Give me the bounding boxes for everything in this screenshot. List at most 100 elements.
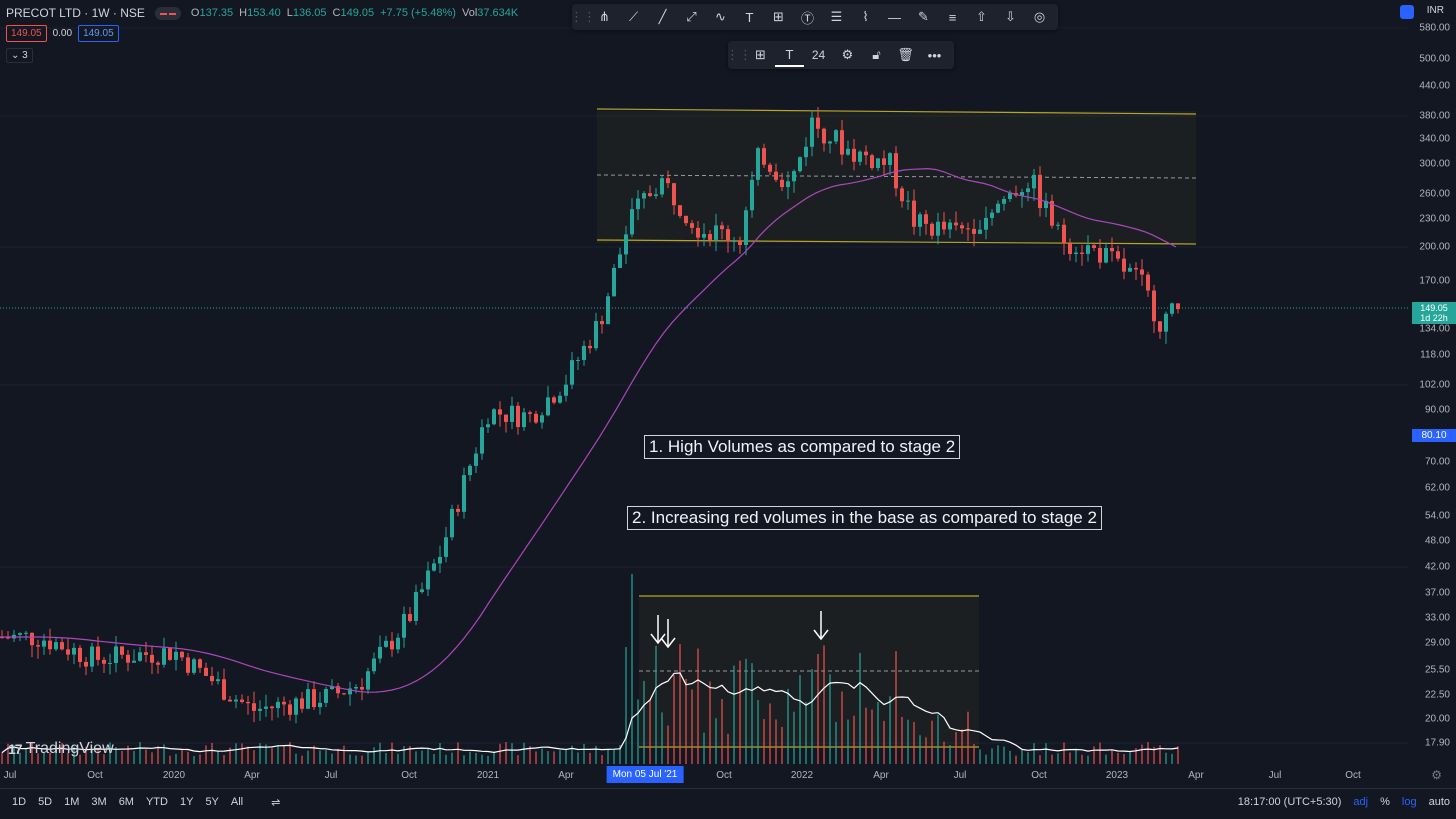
text-color-icon[interactable]: T bbox=[775, 43, 804, 67]
arrow-down-icon[interactable]: ⇩ bbox=[1005, 9, 1016, 24]
drag-handle-icon[interactable]: ⋮⋮ bbox=[570, 9, 596, 24]
more-icon[interactable]: ••• bbox=[927, 47, 942, 63]
time-tick: Jul bbox=[324, 770, 338, 781]
volume-bar bbox=[961, 729, 963, 764]
range-button-1y[interactable]: 1Y bbox=[179, 796, 194, 808]
annotation-text-1[interactable]: 1. High Volumes as compared to stage 2 bbox=[644, 435, 961, 459]
candle-body bbox=[1146, 274, 1150, 291]
sell-button[interactable]: 149.05 bbox=[6, 25, 47, 42]
candle-body bbox=[594, 321, 598, 349]
lock-icon[interactable]: 🔓︎ bbox=[872, 47, 881, 62]
range-button-ytd[interactable]: YTD bbox=[145, 796, 168, 808]
drag-handle-icon[interactable]: ⋮⋮ bbox=[726, 47, 752, 62]
volume-bar bbox=[625, 647, 627, 764]
symbol-title[interactable]: PRECOT LTD · 1W · NSE bbox=[6, 6, 145, 20]
volume-bar bbox=[1123, 754, 1125, 764]
price-tick: 580.00 bbox=[1419, 22, 1450, 34]
range-button-all[interactable]: All bbox=[230, 796, 244, 808]
volume-bar bbox=[721, 699, 723, 764]
volume-range-box[interactable] bbox=[639, 596, 979, 748]
path-icon[interactable]: ⌇ bbox=[862, 9, 869, 24]
arrow-up-icon[interactable]: ⇧ bbox=[976, 9, 987, 24]
base-range-top-line[interactable] bbox=[596, 108, 1197, 115]
trend-line-icon[interactable]: ⟋ bbox=[628, 9, 639, 24]
text-note-icon[interactable]: Ⓣ bbox=[800, 10, 814, 26]
volume-bar bbox=[337, 748, 339, 764]
multi-lines-icon[interactable]: ≡ bbox=[948, 9, 957, 25]
candle-body bbox=[96, 646, 100, 660]
gear-icon[interactable]: ⚙ bbox=[841, 47, 854, 62]
price-axis[interactable]: 149.05 1d 22h 80.10 580.00 500.00 440.00 380… bbox=[1408, 0, 1456, 788]
candle-body bbox=[702, 234, 706, 238]
candle-body bbox=[366, 671, 370, 690]
volume-bar bbox=[931, 720, 933, 764]
arrow-down-annotation-3[interactable] bbox=[813, 611, 829, 641]
price-tick: 200.00 bbox=[1419, 241, 1450, 253]
adj-toggle[interactable]: adj bbox=[1353, 796, 1369, 808]
indicators-toggle[interactable]: ⌄ 3 bbox=[6, 48, 33, 63]
range-button-1m[interactable]: 1M bbox=[64, 796, 80, 808]
curve-icon[interactable]: ∿ bbox=[715, 9, 726, 24]
candle-body bbox=[180, 651, 184, 658]
volume-bar bbox=[145, 749, 147, 764]
log-toggle[interactable]: log bbox=[1401, 796, 1417, 808]
volume-bar bbox=[55, 745, 57, 764]
volume-bar bbox=[97, 749, 99, 764]
buy-button[interactable]: 149.05 bbox=[78, 25, 119, 42]
volume-bar bbox=[343, 745, 345, 764]
candle-body bbox=[6, 637, 10, 639]
time-axis[interactable]: Mon 05 Jul '21 Jul Oct 2020 Apr Jul Oct 2021 Ap… bbox=[0, 766, 1408, 786]
range-button-1d[interactable]: 1D bbox=[12, 796, 27, 808]
candle-body bbox=[654, 194, 658, 196]
volume-bar bbox=[979, 749, 981, 764]
percent-toggle[interactable]: % bbox=[1380, 796, 1390, 808]
timezone-label[interactable]: 18:17:00 (UTC+5:30) bbox=[1237, 796, 1342, 808]
moving-average-line[interactable] bbox=[0, 167, 1177, 693]
volume-bar bbox=[487, 755, 489, 764]
horizontal-line-icon[interactable]: — bbox=[888, 9, 901, 25]
currency-icon[interactable] bbox=[1400, 5, 1414, 19]
ray-icon[interactable]: ╱ bbox=[658, 9, 667, 24]
text-tool-icon[interactable]: T bbox=[745, 9, 754, 25]
range-button-3m[interactable]: 3M bbox=[91, 796, 107, 808]
arrow-down-annotation-2[interactable] bbox=[660, 619, 676, 649]
settings-gear-icon[interactable]: ⚙ bbox=[1431, 768, 1442, 782]
high-label: H bbox=[239, 7, 248, 19]
candle-body bbox=[990, 212, 994, 218]
volume-bar bbox=[457, 742, 459, 764]
volume-bar bbox=[1, 752, 3, 764]
auto-toggle[interactable]: auto bbox=[1428, 796, 1450, 808]
volume-bar bbox=[1069, 752, 1071, 764]
range-button-5d[interactable]: 5D bbox=[38, 796, 53, 808]
price-tick: 48.00 bbox=[1424, 535, 1450, 547]
font-size-select[interactable]: 24 bbox=[811, 48, 826, 62]
currency-label[interactable]: INR bbox=[1426, 5, 1444, 16]
compare-icon[interactable]: ⇌ bbox=[271, 796, 281, 809]
ma-value-label: 80.10 bbox=[1412, 429, 1456, 442]
target-icon[interactable]: ◎ bbox=[1033, 9, 1046, 24]
open-value: 137.35 bbox=[199, 7, 234, 19]
volume-bar bbox=[451, 752, 453, 764]
candle-body bbox=[1128, 267, 1132, 272]
trash-icon[interactable]: 🗑︎ bbox=[897, 47, 914, 62]
arrow-down-annotation-1[interactable] bbox=[650, 615, 666, 645]
brush-icon[interactable]: ✎ bbox=[918, 9, 929, 24]
extended-line-icon[interactable]: ⤢ bbox=[686, 9, 697, 24]
template-icon[interactable]: ⊞ bbox=[755, 47, 766, 62]
volume-bar bbox=[157, 746, 159, 764]
chart-canvas[interactable] bbox=[0, 0, 1408, 766]
candle-body bbox=[774, 171, 778, 180]
candle-body bbox=[246, 701, 250, 704]
annotation-text-2[interactable]: 2. Increasing red volumes in the base as… bbox=[627, 506, 1102, 530]
volume-bar bbox=[391, 742, 393, 764]
pitchfork-icon[interactable]: ⋔ bbox=[599, 9, 610, 24]
volume-bar bbox=[649, 699, 651, 764]
volume-bar bbox=[85, 746, 87, 764]
range-button-5y[interactable]: 5Y bbox=[205, 796, 219, 808]
range-button-6m[interactable]: 6M bbox=[118, 796, 134, 808]
base-range-mid-line bbox=[596, 174, 1197, 179]
grid-icon[interactable]: ⊞ bbox=[773, 9, 784, 24]
time-tick: Apr bbox=[244, 770, 260, 781]
base-range-bottom-line[interactable] bbox=[596, 239, 1197, 245]
fib-icon[interactable]: ☰ bbox=[830, 9, 843, 24]
